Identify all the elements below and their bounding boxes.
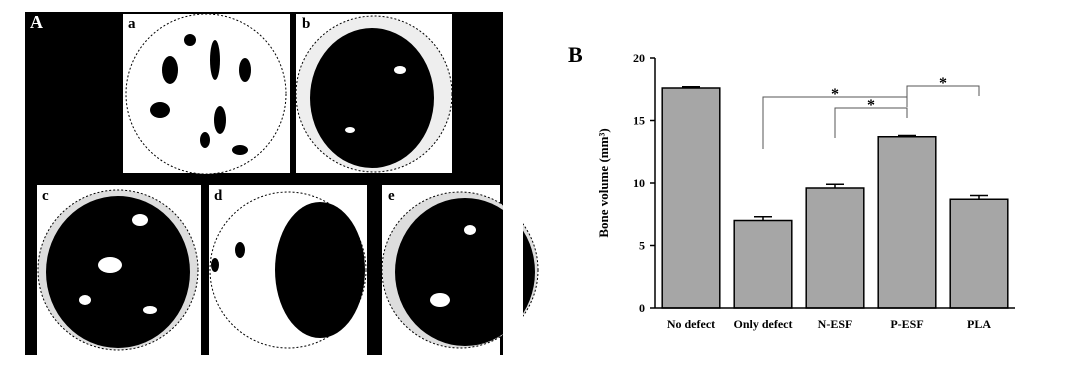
significance-star: * [939,75,947,92]
ct-image [37,185,201,357]
image-label: d [214,188,223,204]
panel-label: B [568,42,583,67]
y-axis-label: Bone volume (mm³) [596,128,611,237]
significance-bracket [834,107,908,138]
x-tick-label: N-ESF [818,317,853,331]
ct-image [209,185,367,357]
ct-image [123,13,290,175]
significance-star: * [831,86,839,103]
error-bar [898,134,916,137]
x-tick-label: P-ESF [890,317,923,331]
significance-bracket [906,85,980,106]
panel-a: A a b c d e [25,0,539,373]
bar [877,136,937,309]
error-bar [682,86,700,88]
image-label: c [42,188,49,204]
bar [733,219,793,309]
panel-b: B Bone volume (mm³) 0 5 10 15 20 No defect Onl… [568,42,1015,331]
bar [661,87,721,309]
x-tick-label: No defect [667,317,715,331]
ct-image [295,14,453,173]
y-tick-label: 10 [633,176,645,190]
y-tick-label: 15 [633,114,645,128]
image-label: a [128,16,136,32]
bar [805,187,865,309]
error-bar [754,216,772,221]
y-tick-label: 0 [639,301,645,315]
significance-star: * [867,97,875,114]
bar [949,198,1009,309]
ct-image [381,185,539,357]
panel-label: A [30,12,43,32]
image-label: b [302,16,310,32]
error-bar [826,183,844,188]
x-tick-label: Only defect [734,317,793,331]
y-tick-label: 20 [633,51,645,65]
x-tick-label: PLA [967,317,991,331]
error-bar [970,194,988,200]
y-tick-label: 5 [639,239,645,253]
image-label: e [388,188,395,204]
